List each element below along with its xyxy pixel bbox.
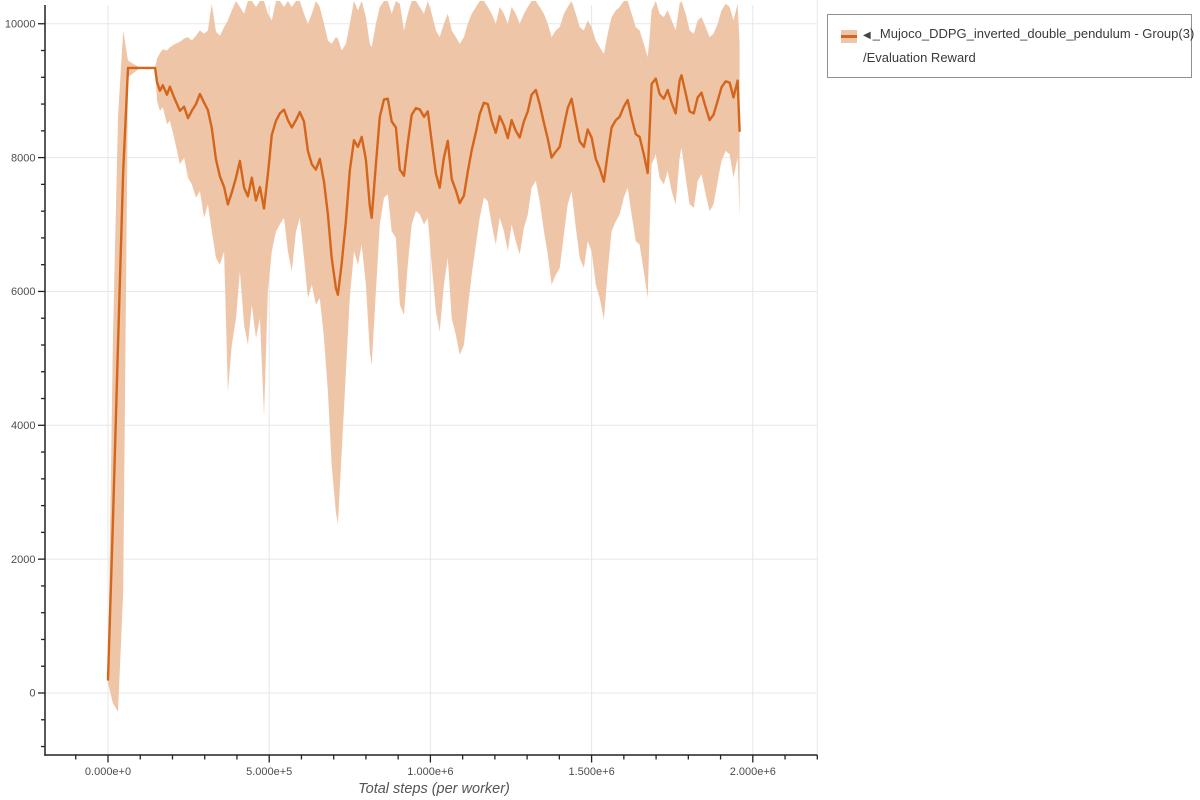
y-axis: 0 2000 4000 6000 8000 10000 (5, 5, 46, 756)
x-axis-title: Total steps (per worker) (358, 781, 510, 797)
legend: ◀ _Mujoco_DDPG_inverted_double_pendulum -… (827, 14, 1194, 78)
x-axis: 0.000e+0 5.000e+5 1.000e+6 1.500e+6 2.000e+6 (44, 754, 818, 778)
line-swatch (841, 35, 857, 38)
svg-text:2000: 2000 (11, 554, 35, 566)
series-swatch-icon (841, 30, 857, 43)
svg-text:0: 0 (29, 688, 35, 700)
svg-text:6000: 6000 (11, 286, 35, 298)
svg-text:1.000e+6: 1.000e+6 (407, 766, 453, 778)
legend-series-row: ◀ _Mujoco_DDPG_inverted_double_pendulum -… (863, 23, 1194, 47)
svg-text:1.500e+6: 1.500e+6 (569, 766, 615, 778)
svg-text:5.000e+5: 5.000e+5 (246, 766, 292, 778)
legend-series-label[interactable]: _Mujoco_DDPG_inverted_double_pendulum - … (872, 26, 1195, 41)
legend-metric-label: /Evaluation Reward (863, 50, 976, 65)
svg-text:10000: 10000 (5, 18, 36, 30)
collapse-triangle-icon[interactable]: ◀ (863, 30, 871, 41)
svg-text:0.000e+0: 0.000e+0 (85, 766, 131, 778)
svg-text:8000: 8000 (11, 152, 35, 164)
mean-line[interactable] (106, 66, 741, 681)
svg-text:2.000e+6: 2.000e+6 (730, 766, 776, 778)
confidence-band (108, 1, 740, 712)
svg-text:4000: 4000 (11, 420, 35, 432)
legend-entry: ◀ _Mujoco_DDPG_inverted_double_pendulum -… (863, 23, 1194, 69)
